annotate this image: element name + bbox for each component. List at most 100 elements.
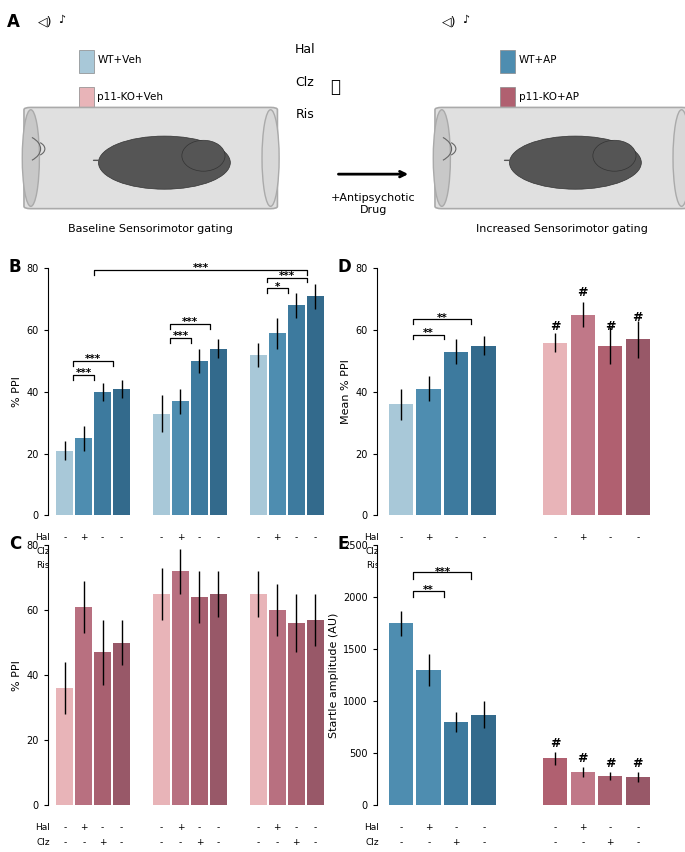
Text: 6dB: 6dB bbox=[180, 581, 199, 591]
Text: +: + bbox=[196, 547, 203, 556]
Bar bbox=[571, 314, 595, 515]
Text: A: A bbox=[7, 13, 20, 32]
Text: -: - bbox=[636, 532, 639, 542]
Text: -: - bbox=[198, 823, 201, 832]
Text: -: - bbox=[553, 547, 557, 556]
Text: +: + bbox=[579, 823, 586, 832]
Bar bbox=[210, 594, 227, 805]
Text: -: - bbox=[160, 823, 163, 832]
Text: -: - bbox=[553, 838, 557, 847]
Text: B: B bbox=[9, 258, 21, 277]
Y-axis label: Startle amplitude (AU): Startle amplitude (AU) bbox=[329, 613, 339, 738]
Ellipse shape bbox=[262, 110, 279, 206]
Text: 3dB: 3dB bbox=[84, 581, 103, 591]
Text: Ris: Ris bbox=[36, 561, 49, 570]
Text: #: # bbox=[577, 751, 588, 764]
Text: -: - bbox=[399, 823, 403, 832]
Bar bbox=[389, 405, 414, 515]
Text: p11-KO+AP: p11-KO+AP bbox=[519, 92, 579, 102]
Ellipse shape bbox=[99, 136, 230, 189]
Text: 12dB: 12dB bbox=[274, 581, 299, 591]
Text: -: - bbox=[257, 561, 260, 570]
Text: -: - bbox=[101, 532, 104, 542]
Bar bbox=[444, 352, 469, 515]
Text: Clz: Clz bbox=[366, 838, 379, 847]
Text: WT+AP: WT+AP bbox=[519, 55, 557, 66]
Text: -: - bbox=[482, 547, 486, 556]
Text: Ris: Ris bbox=[366, 561, 379, 570]
Text: -: - bbox=[160, 838, 163, 847]
Text: ***: *** bbox=[182, 317, 198, 327]
Text: -: - bbox=[275, 547, 279, 556]
Ellipse shape bbox=[23, 110, 40, 206]
Bar bbox=[191, 597, 208, 805]
Bar bbox=[444, 722, 469, 805]
Text: -: - bbox=[82, 561, 86, 570]
Bar bbox=[95, 653, 111, 805]
Bar bbox=[471, 346, 496, 515]
Text: #: # bbox=[632, 757, 643, 770]
Text: +: + bbox=[99, 547, 106, 556]
Text: #: # bbox=[632, 311, 643, 324]
Bar bbox=[191, 361, 208, 515]
Text: -: - bbox=[179, 561, 182, 570]
Text: +: + bbox=[425, 532, 432, 542]
Y-axis label: Mean % PPI: Mean % PPI bbox=[341, 360, 351, 424]
Text: #: # bbox=[577, 286, 588, 299]
Bar bbox=[389, 624, 414, 805]
Text: +: + bbox=[606, 547, 614, 556]
Ellipse shape bbox=[182, 141, 225, 171]
Text: ◁): ◁) bbox=[38, 15, 52, 28]
Text: -: - bbox=[216, 547, 220, 556]
Text: -: - bbox=[216, 823, 220, 832]
Text: +: + bbox=[273, 823, 281, 832]
Text: -: - bbox=[101, 823, 104, 832]
Bar bbox=[75, 607, 92, 805]
Text: +: + bbox=[579, 532, 586, 542]
Text: +: + bbox=[80, 823, 88, 832]
Ellipse shape bbox=[433, 110, 451, 206]
Text: +: + bbox=[273, 532, 281, 542]
Text: +Antipsychotic
Drug: +Antipsychotic Drug bbox=[331, 193, 416, 215]
Text: -: - bbox=[581, 547, 584, 556]
Text: -: - bbox=[581, 838, 584, 847]
Text: 💉: 💉 bbox=[331, 78, 340, 95]
Text: -: - bbox=[455, 532, 458, 542]
Text: WT+Veh: WT+Veh bbox=[97, 55, 142, 66]
Text: -: - bbox=[399, 838, 403, 847]
Bar bbox=[598, 776, 623, 805]
Text: +: + bbox=[214, 561, 222, 570]
Y-axis label: % PPI: % PPI bbox=[12, 659, 23, 691]
Bar bbox=[625, 777, 650, 805]
Bar bbox=[416, 389, 441, 515]
Text: +: + bbox=[480, 561, 488, 570]
Bar bbox=[269, 333, 286, 515]
Bar bbox=[95, 392, 111, 515]
Text: -: - bbox=[120, 823, 123, 832]
Text: -: - bbox=[257, 838, 260, 847]
Bar bbox=[307, 620, 323, 805]
Bar bbox=[288, 306, 305, 515]
Text: -: - bbox=[314, 532, 316, 542]
Text: Clz: Clz bbox=[366, 547, 379, 556]
Text: +: + bbox=[177, 823, 184, 832]
Text: -: - bbox=[636, 823, 639, 832]
Bar bbox=[210, 348, 227, 515]
Text: -: - bbox=[101, 561, 104, 570]
Text: -: - bbox=[314, 823, 316, 832]
Text: ***: *** bbox=[279, 271, 295, 281]
Text: -: - bbox=[608, 561, 612, 570]
Text: Ris: Ris bbox=[295, 108, 314, 121]
Bar bbox=[571, 772, 595, 805]
Bar bbox=[307, 296, 323, 515]
Text: #: # bbox=[605, 757, 616, 770]
Text: +: + bbox=[80, 532, 88, 542]
Text: +: + bbox=[425, 823, 432, 832]
Text: -: - bbox=[198, 532, 201, 542]
Text: -: - bbox=[581, 561, 584, 570]
Bar bbox=[500, 87, 515, 110]
Ellipse shape bbox=[510, 136, 641, 189]
Bar bbox=[172, 401, 189, 515]
Text: -: - bbox=[257, 547, 260, 556]
Text: -: - bbox=[275, 838, 279, 847]
